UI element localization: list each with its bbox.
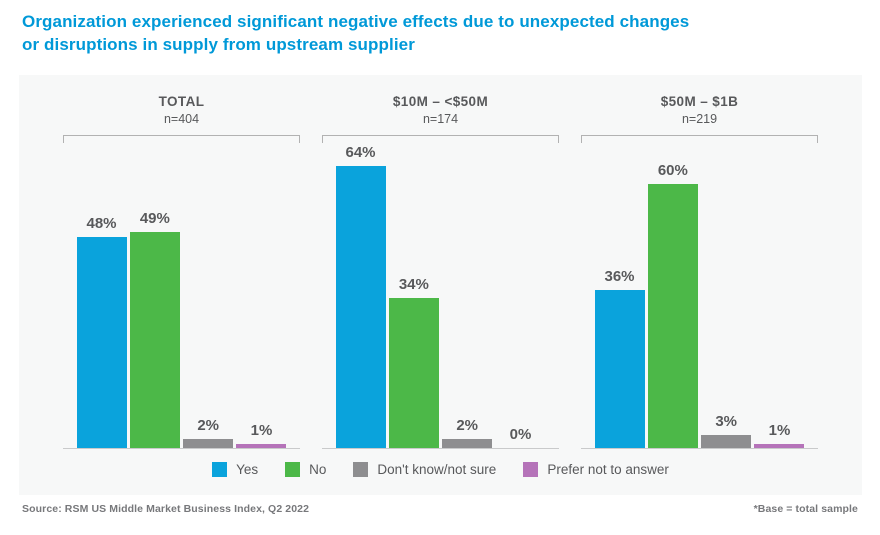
bar-value-label: 64% — [345, 144, 376, 162]
chart-group-total: TOTAL n=404 48% 49% 2% 1% — [63, 93, 300, 449]
bar-slot-no: 34% — [388, 276, 439, 448]
bar-value-label: 49% — [139, 210, 170, 228]
legend-label: Don't know/not sure — [377, 461, 497, 477]
legend-item-no: No — [285, 461, 327, 477]
bar-slot-prefer-not-to-answer: 1% — [754, 421, 805, 448]
bar-value-label: 36% — [604, 267, 635, 285]
bar-prefer-not-to-answer — [754, 443, 805, 448]
group-label: $10M – <$50M — [392, 94, 489, 109]
legend-swatch-no — [285, 461, 301, 477]
bar-slot-yes: 36% — [594, 267, 645, 448]
bar-prefer-not-to-answer — [236, 443, 287, 448]
bar-don-t-know-not-sure — [183, 439, 234, 448]
bar-yes — [76, 236, 127, 448]
chart-title: Organization experienced significant neg… — [22, 10, 689, 56]
bar-slot-prefer-not-to-answer: 1% — [236, 421, 287, 448]
bar-no — [129, 232, 180, 448]
bar-value-label: 48% — [86, 214, 117, 232]
bar-value-label: 60% — [657, 162, 688, 179]
legend-label: Prefer not to answer — [547, 461, 669, 477]
group-bars: 36% 60% 3% 1% — [594, 143, 805, 448]
legend-label: No — [309, 461, 327, 477]
bar-value-label: 1% — [768, 421, 791, 439]
bar-don-t-know-not-sure — [442, 439, 493, 448]
source-note: Source: RSM US Middle Market Business In… — [22, 503, 310, 515]
legend-swatch-prefer-not-to-answer — [523, 461, 539, 477]
bar-slot-no: 49% — [129, 210, 180, 448]
legend-swatch-yes — [212, 461, 228, 477]
base-note: *Base = total sample — [753, 503, 858, 515]
chart-panel: TOTAL n=404 48% 49% 2% 1% $10M – <$50M n=174 64%… — [19, 75, 862, 495]
bar-don-t-know-not-sure — [701, 434, 752, 448]
bar-value-label: 0% — [509, 426, 532, 443]
bar-value-label: 3% — [715, 412, 737, 430]
bar-slot-don-t-know-not-sure: 2% — [442, 417, 493, 448]
bar-yes — [594, 289, 645, 448]
group-bracket — [581, 135, 818, 143]
bar-no — [388, 298, 439, 448]
chart-groups-row: TOTAL n=404 48% 49% 2% 1% $10M – <$50M n=174 64%… — [19, 75, 862, 449]
chart-group-50m-1b: $50M – $1B n=219 36% 60% 3% 1% — [581, 93, 818, 449]
group-sample-size: n=404 — [163, 112, 200, 126]
group-baseline — [581, 448, 818, 449]
bar-slot-prefer-not-to-answer: 0% — [495, 426, 545, 448]
bar-slot-yes: 64% — [335, 144, 386, 448]
group-sample-size: n=219 — [681, 112, 718, 126]
bar-slot-don-t-know-not-sure: 3% — [701, 412, 752, 448]
bar-slot-yes: 48% — [76, 214, 127, 448]
chart-group-10m-50m: $10M – <$50M n=174 64% 34% 2% 0% — [322, 93, 559, 449]
legend-swatch-don-t-know-not-sure — [353, 461, 369, 477]
legend: Yes No Don't know/not sure Prefer not to an… — [19, 460, 862, 478]
group-sample-size: n=174 — [422, 112, 459, 126]
legend-item-don-t-know-not-sure: Don't know/not sure — [353, 461, 497, 477]
bar-value-label: 2% — [456, 417, 478, 435]
bar-yes — [335, 166, 386, 448]
bar-slot-no: 60% — [647, 162, 698, 448]
group-baseline — [63, 448, 300, 449]
legend-item-prefer-not-to-answer: Prefer not to answer — [523, 461, 669, 477]
footer: Source: RSM US Middle Market Business In… — [22, 503, 858, 515]
bar-no — [647, 184, 698, 448]
bar-value-label: 1% — [250, 421, 273, 439]
group-bracket — [63, 135, 300, 143]
group-label: $50M – $1B — [660, 94, 739, 109]
group-bars: 48% 49% 2% 1% — [76, 143, 287, 448]
legend-label: Yes — [236, 461, 259, 477]
group-bracket — [322, 135, 559, 143]
group-bars: 64% 34% 2% 0% — [335, 143, 546, 448]
bar-value-label: 34% — [398, 276, 429, 294]
chart-title-line2: or disruptions in supply from upstream s… — [22, 35, 415, 54]
group-label: TOTAL — [158, 94, 205, 109]
bar-value-label: 2% — [197, 417, 219, 435]
group-baseline — [322, 448, 559, 449]
legend-item-yes: Yes — [212, 461, 259, 477]
bar-slot-don-t-know-not-sure: 2% — [183, 417, 234, 448]
chart-title-line1: Organization experienced significant neg… — [22, 12, 690, 31]
